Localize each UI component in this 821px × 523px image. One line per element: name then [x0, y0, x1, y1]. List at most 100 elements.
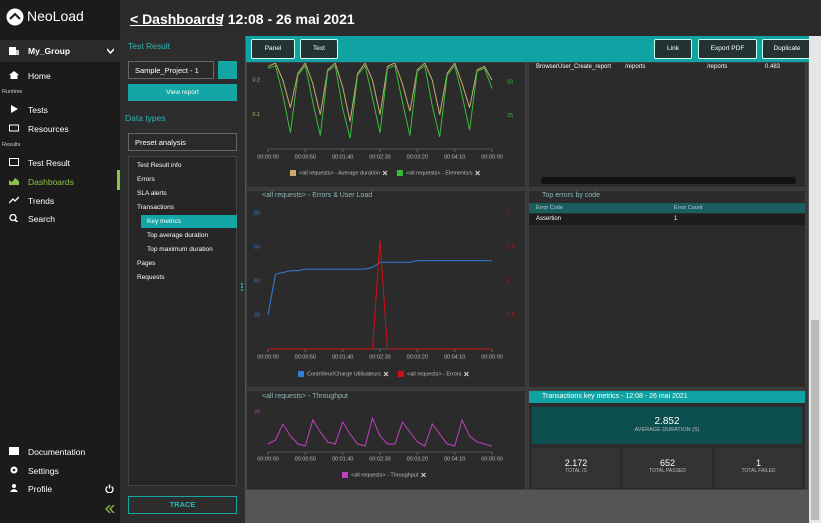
metric-value: 1 — [755, 458, 761, 468]
nav-item[interactable]: Search — [28, 214, 55, 224]
test-result-select[interactable]: Sample_Project - 1 — [128, 61, 214, 79]
stat: 2.172 TOTAL /S — [532, 448, 620, 488]
tree-item[interactable]: SLA alerts — [137, 190, 167, 197]
main-metric: 2.852 AVERAGE DURATION (S) — [532, 407, 802, 444]
legend-swatch — [290, 170, 296, 176]
nav-item[interactable]: Tests — [28, 105, 48, 115]
x-tick-label: 00:05:00 — [481, 354, 502, 360]
search-button[interactable] — [218, 61, 237, 79]
active-marker — [117, 170, 120, 190]
x-tick-label: 00:03:20 — [407, 354, 428, 360]
resize-handle[interactable] — [240, 282, 244, 292]
nav-item[interactable]: Home — [28, 71, 51, 81]
y2-tick-label: 25 — [507, 113, 513, 119]
legend-label: <all requests> - Errors — [407, 371, 462, 377]
group-icon — [9, 47, 19, 55]
requests-panel: BrowserUser_Create_report /reports /repo… — [528, 62, 806, 188]
tree-item[interactable]: Transactions — [137, 204, 174, 211]
tests-icon — [11, 105, 18, 113]
metric-label: TOTAL /S — [565, 468, 587, 474]
column-header: Error Code — [536, 205, 563, 211]
header: < Dashboards / 12:08 - 26 mai 2021 — [120, 0, 821, 36]
export-button[interactable]: Export PDF — [698, 39, 757, 59]
x-tick-label: 00:00:00 — [257, 456, 278, 462]
y-tick-label: 80 — [254, 210, 260, 216]
x-tick-label: 00:05:00 — [481, 154, 502, 160]
collapse-button[interactable] — [105, 505, 115, 513]
table-cell: /reports — [707, 64, 728, 70]
y-tick-label: 20 — [254, 409, 260, 415]
tree-item[interactable]: Test Result info — [137, 162, 182, 169]
power-button[interactable] — [105, 484, 114, 493]
metric-label: TOTAL FAILED — [741, 468, 776, 474]
metric-label: AVERAGE DURATION (S) — [634, 427, 700, 433]
legend-remove — [421, 472, 426, 478]
table-header: Error Code Error Count — [529, 203, 805, 213]
scrollbar-thumb[interactable] — [811, 320, 819, 520]
link-button[interactable]: Link — [654, 39, 692, 59]
series-line — [267, 260, 492, 316]
series-line — [267, 416, 493, 447]
filter-panel: Test Result Sample_Project - 1 View repo… — [120, 36, 245, 523]
nav-item[interactable]: Test Result — [28, 158, 71, 168]
section-label: Data types — [125, 113, 166, 123]
y2-tick-label: 1 — [507, 278, 510, 284]
x-tick-label: 00:05:00 — [481, 456, 502, 462]
view-report-button[interactable]: View report — [128, 84, 237, 101]
trends-icon — [9, 196, 19, 204]
metric-value: 2.172 — [564, 458, 588, 468]
legend-label: <all requests> - Elements/s — [406, 170, 473, 176]
preset-select[interactable]: Preset analysis — [128, 133, 237, 151]
profile-icon — [10, 484, 18, 492]
selected-highlight — [141, 215, 237, 228]
group-select[interactable]: My_Group — [0, 40, 120, 62]
nav-item[interactable]: Resources — [28, 124, 69, 134]
x-tick-label: 00:00:50 — [295, 354, 316, 360]
button-label: Duplicate — [773, 45, 801, 52]
search-icon — [9, 214, 18, 222]
tree-item[interactable]: Requests — [137, 274, 165, 281]
tree-item[interactable]: Errors — [137, 176, 155, 183]
table-cell: 1 — [674, 216, 678, 222]
trace-button[interactable]: TRACE — [128, 496, 237, 514]
x-tick-label: 00:00:00 — [257, 354, 278, 360]
nav-item[interactable]: Profile — [28, 484, 53, 494]
y-tick-label: 20 — [254, 312, 260, 318]
y2-tick-label: 1.5 — [507, 244, 515, 250]
table-row: Assertion 1 — [529, 214, 805, 225]
x-tick-label: 00:02:30 — [369, 354, 390, 360]
metric-value: 2.852 — [654, 416, 680, 427]
tree-item[interactable]: Top maximum duration — [147, 246, 213, 253]
text-button[interactable]: Text — [300, 39, 338, 59]
tree-item-selected[interactable]: Key metrics — [147, 218, 181, 225]
nav-item-active[interactable]: Dashboards — [28, 177, 74, 187]
stat: 652 TOTAL PASSED — [623, 448, 712, 488]
panel-button[interactable]: Panel — [251, 39, 295, 59]
chart-title: <all requests> - Errors & User Load — [262, 192, 372, 199]
horizontal-scrollbar[interactable] — [541, 177, 796, 184]
x-tick-label: 00:01:40 — [332, 354, 353, 360]
tree-item[interactable]: Top average duration — [147, 232, 209, 239]
brand: NeoLoad — [27, 8, 84, 24]
x-tick-label: 00:03:20 — [407, 456, 428, 462]
y-tick-label: 60 — [254, 244, 260, 250]
legend-remove — [382, 170, 388, 176]
table-cell: BrowserUser_Create_report — [536, 64, 612, 70]
nav-item[interactable]: Trends — [28, 196, 55, 206]
chart-panel — [246, 390, 526, 490]
duplicate-button[interactable]: Duplicate — [762, 39, 812, 59]
tree-item[interactable]: Pages — [137, 260, 156, 267]
y-tick-label: 0.1 — [252, 112, 260, 118]
series-line — [268, 240, 492, 350]
nav-item[interactable]: Settings — [28, 466, 59, 476]
legend-swatch — [396, 170, 403, 176]
legend-label: <all requests> - Throughput — [351, 472, 419, 478]
chart-title: <all requests> - Throughput — [262, 393, 348, 400]
back-link[interactable]: < Dashboards — [130, 11, 223, 27]
nav-item[interactable]: Documentation — [28, 447, 86, 457]
x-tick-label: 00:02:30 — [369, 456, 390, 462]
x-tick-label: 00:00:50 — [295, 456, 316, 462]
